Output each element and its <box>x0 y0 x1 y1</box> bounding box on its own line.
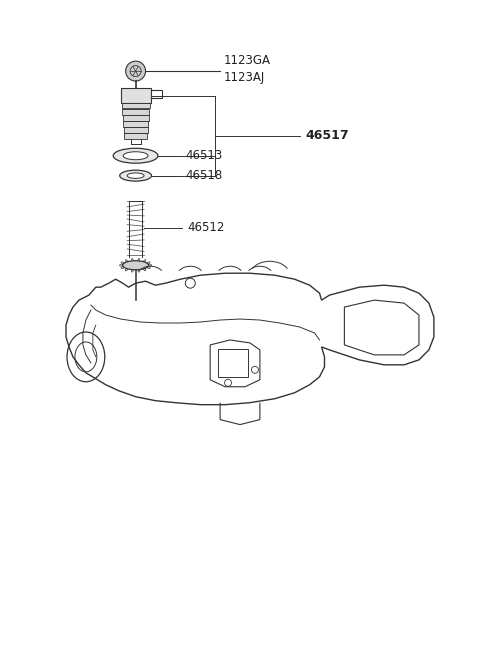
Bar <box>122 103 150 109</box>
Bar <box>120 88 151 103</box>
Ellipse shape <box>147 262 150 264</box>
Ellipse shape <box>121 262 124 264</box>
Ellipse shape <box>132 269 133 272</box>
Bar <box>123 115 148 121</box>
Ellipse shape <box>138 258 140 262</box>
Circle shape <box>126 61 145 81</box>
Ellipse shape <box>144 259 146 263</box>
Text: 1123GA: 1123GA <box>224 54 271 67</box>
Ellipse shape <box>132 258 133 262</box>
Ellipse shape <box>113 148 158 163</box>
Bar <box>124 127 147 133</box>
Bar <box>124 134 147 139</box>
Text: 46512: 46512 <box>187 221 225 234</box>
Bar <box>218 349 248 377</box>
Ellipse shape <box>148 265 152 266</box>
Ellipse shape <box>147 267 150 269</box>
Text: 46518: 46518 <box>185 169 223 182</box>
Bar <box>123 121 148 126</box>
Ellipse shape <box>125 259 128 263</box>
Ellipse shape <box>120 170 152 181</box>
Ellipse shape <box>123 152 148 160</box>
Ellipse shape <box>121 267 124 269</box>
Ellipse shape <box>120 265 123 266</box>
Ellipse shape <box>127 173 144 178</box>
Ellipse shape <box>138 269 140 272</box>
Ellipse shape <box>144 268 146 271</box>
Text: 46517: 46517 <box>306 129 349 142</box>
Ellipse shape <box>125 268 128 271</box>
Bar <box>122 109 149 115</box>
Ellipse shape <box>123 261 148 270</box>
Text: 46513: 46513 <box>185 149 223 162</box>
Text: 1123AJ: 1123AJ <box>224 71 265 84</box>
